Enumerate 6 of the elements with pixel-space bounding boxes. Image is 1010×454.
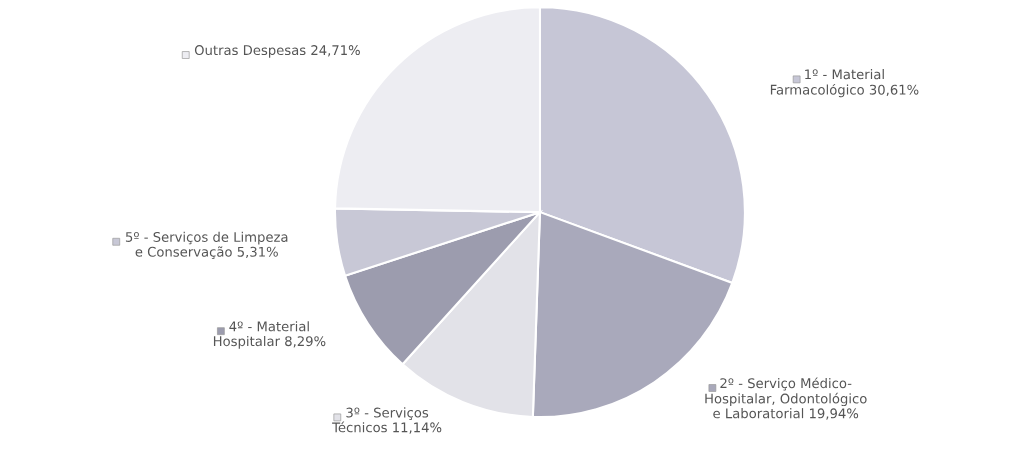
legend-label: Outras Despesas 24,71% — [194, 45, 360, 58]
legend-label: 1º - Material Farmacológico 30,61% — [770, 69, 919, 98]
legend-label: 5º - Serviços de Limpeza e Conservação 5,31% — [125, 231, 288, 260]
legend-label: 3º - Serviços Técnicos 11,14% — [332, 407, 442, 434]
legend-label: 4º - Material Hospitalar 8,29% — [213, 321, 326, 349]
legend-label: 2º - Serviço Médico- Hospitalar, Odontológico e Laboratorial 19,94% — [705, 377, 867, 420]
